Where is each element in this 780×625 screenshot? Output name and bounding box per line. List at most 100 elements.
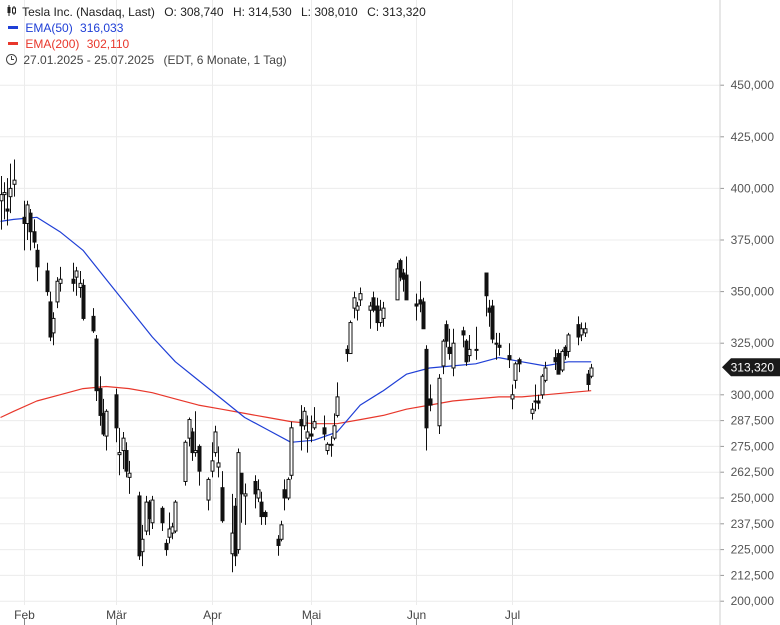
candle [424,345,429,451]
candle [150,495,155,529]
candle [484,272,489,317]
candle [164,539,169,556]
candle [58,266,63,292]
candle [395,262,400,301]
y-tick-label: 287,500 [731,414,775,428]
candle-body-down [71,278,76,284]
candle-body-down [536,400,541,404]
candle-body-down [190,431,195,454]
candle [467,334,472,362]
clock-icon [6,54,17,66]
ema50-swatch [8,26,18,30]
candle-body-up [12,179,17,185]
candle-body-up [0,194,4,202]
candle-body-up [441,340,446,367]
candle-body-up [8,187,13,198]
y-tick-label: 262,500 [731,465,775,479]
y-tick-label: 200,000 [731,594,775,608]
candle [210,442,215,478]
candle [137,491,142,560]
candle [517,357,522,373]
candle-body-up [510,394,515,400]
candle-body-up [305,431,310,439]
candle [441,339,446,375]
candle-body-down [160,507,165,524]
candle-body-up [210,460,215,472]
candle-body-up [543,367,548,381]
candle [282,479,287,511]
candle-body-down [414,303,419,307]
candle-body-down [5,208,10,212]
candle-body-up [540,375,545,396]
candle-body-down [309,433,314,437]
candle [305,415,310,453]
y-tick-label: 225,000 [731,543,775,557]
candle [579,322,584,342]
ema200-line [0,385,592,425]
x-tick-label: Mär [106,608,127,622]
candle [490,299,495,344]
candle [71,262,76,292]
candle-body-up [329,443,334,446]
candle [2,182,7,220]
candle-body-up [335,396,340,416]
candle-body-up [530,408,535,414]
candle-body-up [193,450,198,454]
candle [94,334,99,401]
legend-open: O: 308,740 [164,5,224,19]
ema50-value: 316,033 [80,21,124,35]
y-tick-label: 450,000 [731,78,775,92]
candle-body-up [2,192,7,196]
candles-layer [0,159,594,573]
candle-body-down [424,348,429,429]
candle [91,308,96,333]
candle [253,475,258,509]
candle [560,349,565,373]
candle [216,446,221,478]
candle-body-down [447,346,452,355]
candle-body-up [451,342,456,369]
ema50-label: EMA(50) [25,21,73,35]
candle-body-up [256,489,261,499]
legend-range: 27.01.2025 - 25.07.2025 (EDT, 6 Monate, … [6,52,426,68]
x-tick-label: Feb [14,608,35,622]
candle [127,460,132,494]
candle-body-down [461,330,466,336]
candle-body-up [243,493,248,497]
legend-ohlc: Tesla Inc. (Nasdaq, Last) O: 308,740 H: … [6,4,426,20]
candle-body-down [276,538,281,546]
candle-body-up [474,348,479,351]
candle [309,415,314,443]
y-tick-label: 300,000 [731,388,775,402]
candle [236,448,241,554]
candle-body-down [114,394,119,429]
candle [12,159,17,197]
candle-body-up [589,367,594,377]
candle-body-up [348,322,353,355]
candle-body-up [352,297,357,309]
last-price-label: 313,320 [731,360,775,374]
candle [530,403,535,420]
candle-body-up [279,524,284,540]
candle-body-down [398,260,403,278]
candle [335,382,340,418]
candle-body-up [355,305,360,311]
candle [513,361,518,389]
candle [187,417,192,447]
y-tick-label: 275,000 [731,439,775,453]
y-tick-label: 325,000 [731,336,775,350]
candle-body-down [259,501,264,518]
candle [566,332,571,358]
candle [543,361,548,383]
candle [497,332,502,356]
candle [358,287,363,307]
candle-body-up [206,478,211,501]
candle [173,500,178,534]
candle-body-down [507,355,512,361]
candle [190,427,195,461]
candle [444,320,449,348]
candle [583,322,588,338]
candle [322,415,327,441]
candle [197,444,202,486]
